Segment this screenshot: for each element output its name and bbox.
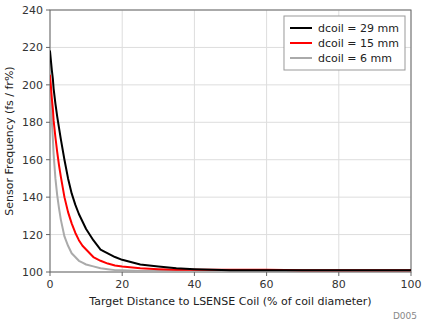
legend-box — [284, 16, 405, 70]
y-tick-label: 160 — [22, 154, 43, 167]
legend: dcoil = 29 mm dcoil = 15 mm dcoil = 6 mm — [284, 16, 405, 70]
y-tick-label: 200 — [22, 79, 43, 92]
x-grid-line — [194, 10, 195, 272]
legend-swatch — [290, 42, 312, 44]
plot-frame — [50, 10, 411, 272]
y-tick — [46, 47, 50, 48]
y-grid-line — [50, 84, 411, 85]
legend-label: dcoil = 15 mm — [318, 37, 399, 50]
y-grid-line — [50, 159, 411, 160]
series-line — [50, 51, 411, 270]
y-grid-line — [50, 197, 411, 198]
series-line — [50, 76, 411, 271]
y-tick — [46, 159, 50, 160]
x-axis-label: Target Distance to LSENSE Coil (% of coi… — [88, 295, 371, 308]
x-tick — [50, 272, 51, 276]
x-tick-label: 40 — [187, 278, 201, 291]
x-tick — [411, 272, 412, 276]
x-tick — [194, 272, 195, 276]
legend-label: dcoil = 29 mm — [318, 22, 399, 35]
y-tick — [46, 234, 50, 235]
plot-background — [50, 10, 411, 272]
y-tick-label: 140 — [22, 191, 43, 204]
x-tick — [338, 272, 339, 276]
chart: 0 20 40 60 80 100 100 120 140 160 180 200 220 240 Targ… — [0, 0, 423, 324]
axes: 0 20 40 60 80 100 100 120 140 160 180 200 220 240 — [22, 4, 422, 291]
x-tick-label: 0 — [47, 278, 54, 291]
legend-label: dcoil = 6 mm — [318, 52, 392, 65]
y-tick-label: 240 — [22, 4, 43, 17]
x-tick-label: 80 — [332, 278, 346, 291]
x-tick — [122, 272, 123, 276]
y-tick-label: 120 — [22, 229, 43, 242]
y-axis-label: Sensor Frequency (fs / fr%) — [3, 66, 16, 215]
y-tick — [46, 10, 50, 11]
y-tick-label: 180 — [22, 116, 43, 129]
y-tick-label: 100 — [22, 266, 43, 279]
y-grid-line — [50, 234, 411, 235]
x-grid-line — [266, 10, 267, 272]
legend-swatch — [290, 27, 312, 29]
y-tick — [46, 84, 50, 85]
series-line — [50, 76, 411, 272]
annotation: D005 — [393, 311, 417, 321]
x-tick-label: 20 — [115, 278, 129, 291]
legend-swatch — [290, 57, 312, 59]
x-tick-label: 60 — [260, 278, 274, 291]
y-grid-line — [50, 122, 411, 123]
lines — [50, 51, 411, 271]
y-tick — [46, 197, 50, 198]
y-tick-label: 220 — [22, 41, 43, 54]
x-grid-line — [122, 10, 123, 272]
x-tick-label: 100 — [401, 278, 422, 291]
y-tick — [46, 272, 50, 273]
x-tick — [266, 272, 267, 276]
y-tick — [46, 122, 50, 123]
grid — [50, 10, 411, 272]
